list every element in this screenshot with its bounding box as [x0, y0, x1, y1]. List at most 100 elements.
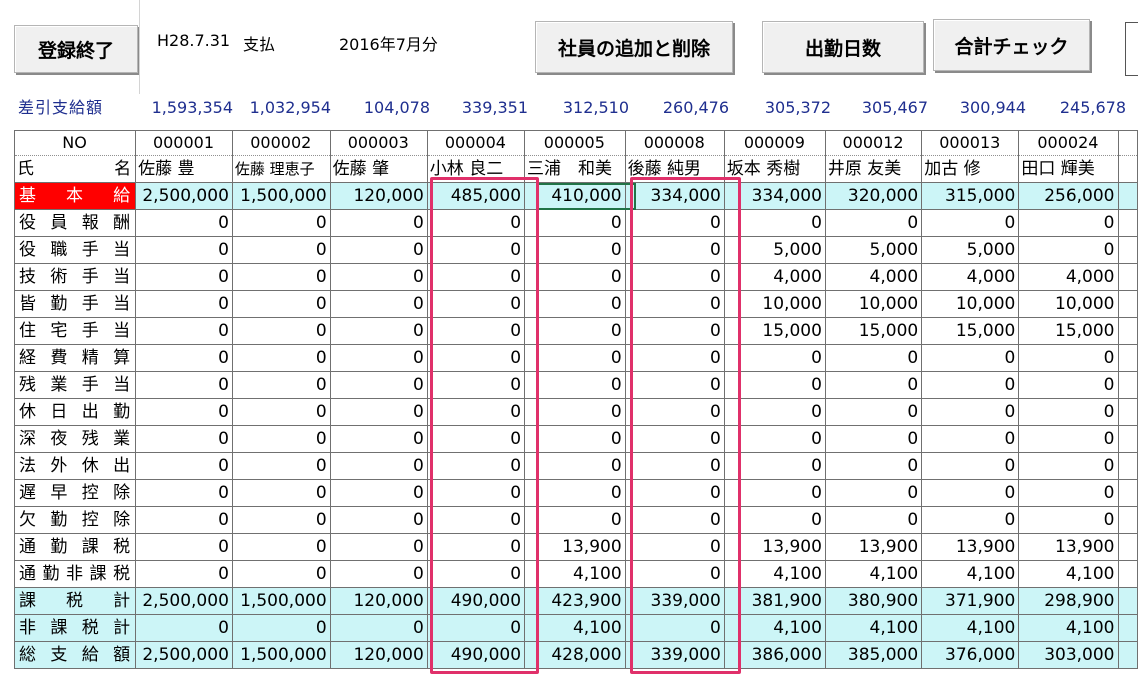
- value-cell[interactable]: 0: [624, 425, 725, 453]
- value-cell[interactable]: 0: [231, 398, 331, 426]
- value-cell[interactable]: 0: [1018, 371, 1119, 399]
- value-cell[interactable]: 4,100: [1018, 560, 1119, 588]
- value-cell[interactable]: 0: [329, 398, 428, 426]
- value-cell[interactable]: 4,000: [824, 263, 923, 291]
- value-cell[interactable]: 0: [824, 425, 923, 453]
- empty-cell[interactable]: [1117, 290, 1138, 318]
- empty-cell[interactable]: [1117, 425, 1138, 453]
- value-cell[interactable]: 0: [231, 533, 331, 561]
- value-cell[interactable]: 0: [426, 479, 526, 507]
- value-cell[interactable]: 490,000: [426, 641, 526, 669]
- value-cell[interactable]: 0: [135, 398, 233, 426]
- value-cell[interactable]: 0: [624, 236, 725, 264]
- value-cell[interactable]: 0: [723, 479, 826, 507]
- employee-name-cell[interactable]: 佐藤 肇: [329, 155, 428, 183]
- value-cell[interactable]: 376,000: [921, 641, 1020, 669]
- value-cell[interactable]: 0: [426, 425, 526, 453]
- value-cell[interactable]: 0: [231, 425, 331, 453]
- value-cell[interactable]: 15,000: [824, 317, 923, 345]
- value-cell[interactable]: 0: [624, 263, 725, 291]
- value-cell[interactable]: 0: [329, 290, 428, 318]
- value-cell[interactable]: 0: [426, 317, 526, 345]
- employee-id-cell[interactable]: 000002: [231, 130, 331, 156]
- empty-cell[interactable]: [1117, 130, 1138, 156]
- value-cell[interactable]: 0: [624, 290, 725, 318]
- value-cell[interactable]: 0: [624, 533, 725, 561]
- value-cell[interactable]: 0: [135, 344, 233, 372]
- value-cell[interactable]: 0: [426, 263, 526, 291]
- value-cell[interactable]: 0: [231, 614, 331, 642]
- empty-cell[interactable]: [1117, 182, 1138, 210]
- value-cell[interactable]: 0: [524, 425, 626, 453]
- value-cell[interactable]: 15,000: [1018, 317, 1119, 345]
- value-cell[interactable]: 1,500,000: [231, 182, 331, 210]
- value-cell[interactable]: 10,000: [921, 290, 1020, 318]
- value-cell[interactable]: 0: [723, 344, 826, 372]
- value-cell[interactable]: 0: [624, 560, 725, 588]
- value-cell[interactable]: 4,000: [723, 263, 826, 291]
- value-cell[interactable]: 0: [723, 425, 826, 453]
- empty-cell[interactable]: [1117, 641, 1138, 669]
- value-cell[interactable]: 0: [524, 479, 626, 507]
- value-cell[interactable]: 0: [231, 317, 331, 345]
- value-cell[interactable]: 0: [524, 236, 626, 264]
- value-cell[interactable]: 339,000: [624, 587, 725, 615]
- empty-cell[interactable]: [1117, 506, 1138, 534]
- value-cell[interactable]: 380,900: [824, 587, 923, 615]
- value-cell[interactable]: 1,500,000: [231, 641, 331, 669]
- value-cell[interactable]: 0: [921, 452, 1020, 480]
- empty-cell[interactable]: [1117, 155, 1138, 183]
- value-cell[interactable]: 0: [624, 452, 725, 480]
- value-cell[interactable]: 0: [1018, 425, 1119, 453]
- employee-name-cell[interactable]: 三浦 和美: [524, 155, 626, 183]
- value-cell[interactable]: 0: [921, 398, 1020, 426]
- value-cell[interactable]: 0: [426, 614, 526, 642]
- value-cell[interactable]: 13,900: [723, 533, 826, 561]
- value-cell[interactable]: 320,000: [824, 182, 923, 210]
- value-cell[interactable]: 0: [329, 506, 428, 534]
- value-cell[interactable]: 0: [624, 398, 725, 426]
- value-cell[interactable]: 0: [329, 209, 428, 237]
- value-cell[interactable]: 0: [135, 290, 233, 318]
- value-cell[interactable]: 5,000: [723, 236, 826, 264]
- value-cell[interactable]: 15,000: [921, 317, 1020, 345]
- empty-cell[interactable]: [1117, 533, 1138, 561]
- empty-cell[interactable]: [1117, 209, 1138, 237]
- value-cell[interactable]: 10,000: [824, 290, 923, 318]
- empty-cell[interactable]: [1117, 560, 1138, 588]
- employee-id-cell[interactable]: 000008: [624, 130, 725, 156]
- empty-cell[interactable]: [1117, 398, 1138, 426]
- value-cell[interactable]: 0: [426, 506, 526, 534]
- employee-name-cell[interactable]: 佐藤 理恵子: [231, 155, 331, 183]
- value-cell[interactable]: 0: [426, 209, 526, 237]
- value-cell[interactable]: 410,000: [524, 182, 626, 210]
- value-cell[interactable]: 0: [135, 560, 233, 588]
- value-cell[interactable]: 0: [329, 452, 428, 480]
- employee-name-cell[interactable]: 後藤 純男: [624, 155, 725, 183]
- value-cell[interactable]: 0: [329, 236, 428, 264]
- value-cell[interactable]: 0: [524, 344, 626, 372]
- value-cell[interactable]: 428,000: [524, 641, 626, 669]
- value-cell[interactable]: 2,500,000: [135, 641, 233, 669]
- value-cell[interactable]: 485,000: [426, 182, 526, 210]
- value-cell[interactable]: 0: [135, 479, 233, 507]
- value-cell[interactable]: 0: [921, 425, 1020, 453]
- value-cell[interactable]: 0: [624, 506, 725, 534]
- value-cell[interactable]: 4,100: [723, 560, 826, 588]
- value-cell[interactable]: 0: [824, 344, 923, 372]
- value-cell[interactable]: 381,900: [723, 587, 826, 615]
- value-cell[interactable]: 0: [624, 317, 725, 345]
- value-cell[interactable]: 0: [824, 452, 923, 480]
- value-cell[interactable]: 423,900: [524, 587, 626, 615]
- value-cell[interactable]: 10,000: [1018, 290, 1119, 318]
- value-cell[interactable]: 4,100: [921, 560, 1020, 588]
- value-cell[interactable]: 0: [1018, 506, 1119, 534]
- value-cell[interactable]: 0: [329, 317, 428, 345]
- value-cell[interactable]: 0: [231, 209, 331, 237]
- value-cell[interactable]: 1,500,000: [231, 587, 331, 615]
- value-cell[interactable]: 0: [135, 236, 233, 264]
- empty-cell[interactable]: [1117, 236, 1138, 264]
- value-cell[interactable]: 0: [135, 263, 233, 291]
- value-cell[interactable]: 0: [329, 614, 428, 642]
- employee-name-cell[interactable]: 小林 良二: [426, 155, 526, 183]
